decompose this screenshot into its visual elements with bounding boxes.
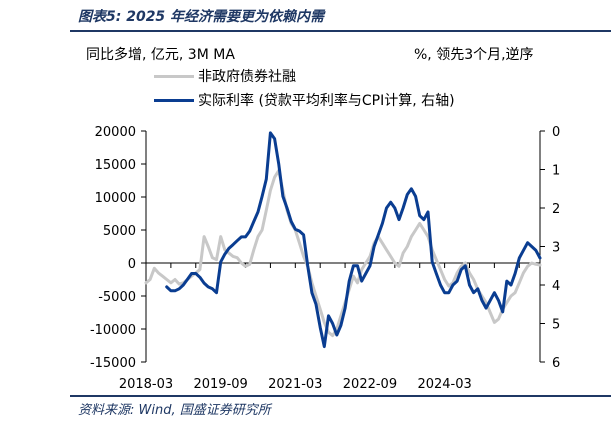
source-note: 资料来源: Wind, 国盛证券研究所 (78, 399, 271, 418)
left-axis-tick-label: 0 (128, 257, 136, 272)
left-axis-tick-label: -5000 (98, 290, 136, 305)
x-axis-tick-label: 2021-03 (268, 377, 322, 392)
right-axis-tick-label: 4 (552, 279, 560, 294)
left-axis-tick-label: -10000 (90, 323, 136, 338)
x-axis-tick-label: 2024-03 (417, 377, 471, 392)
left-axis-tick-label: 10000 (95, 191, 136, 206)
left-axis-tick-label: 5000 (103, 224, 136, 239)
right-axis-tick-label: 0 (552, 125, 560, 140)
bottom-divider (70, 395, 611, 397)
right-axis-tick-label: 5 (552, 318, 560, 333)
x-axis-tick-label: 2019-09 (193, 377, 247, 392)
right-axis-tick-label: 6 (552, 356, 560, 371)
left-axis-tick-label: 15000 (95, 158, 136, 173)
x-axis-tick-label: 2018-03 (119, 377, 173, 392)
x-axis-tick-label: 2022-09 (343, 377, 397, 392)
left-axis-tick-label: 20000 (95, 125, 136, 140)
right-axis-tick-label: 2 (552, 202, 560, 217)
left-axis-tick-label: -15000 (90, 356, 136, 371)
right-axis-tick-label: 1 (552, 164, 560, 179)
right-axis-tick-label: 3 (552, 241, 560, 256)
